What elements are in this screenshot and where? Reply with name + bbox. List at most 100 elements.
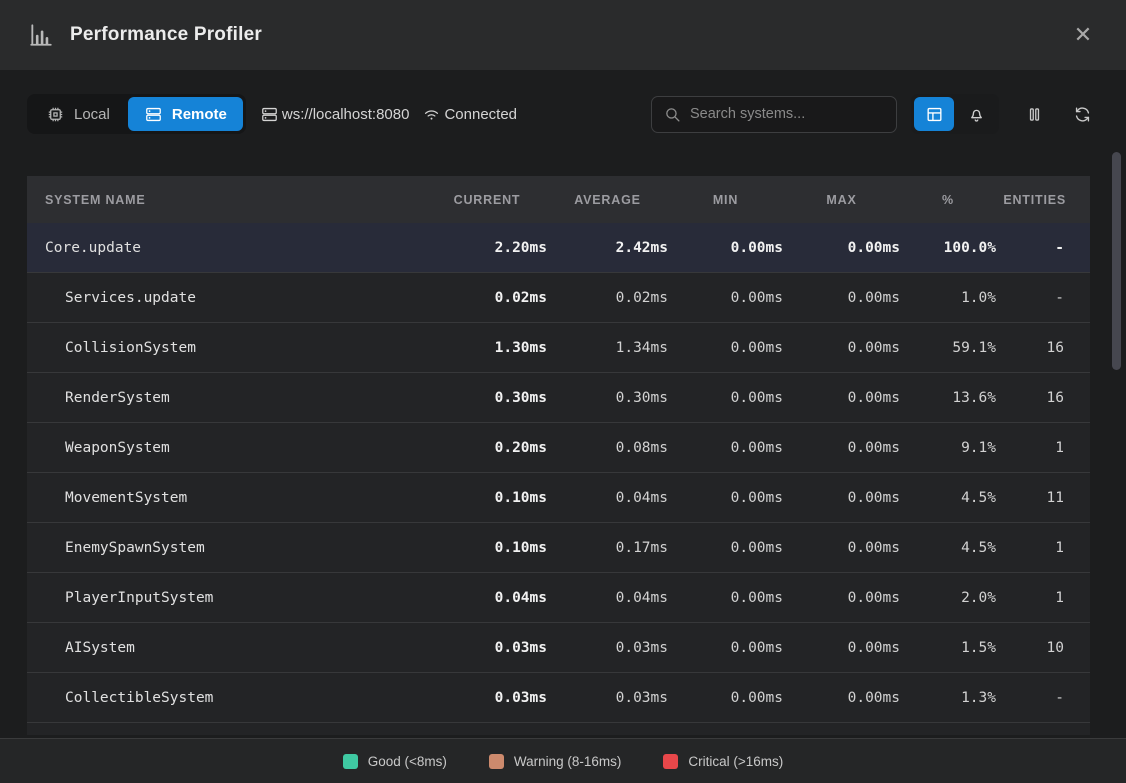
- search-input[interactable]: [690, 106, 884, 122]
- titlebar: Performance Profiler ✕: [0, 0, 1126, 70]
- legend-color-swatch: [663, 754, 678, 769]
- page-title: Performance Profiler: [70, 24, 262, 46]
- legend-footer: Good (<8ms) Warning (8-16ms) Critical (>…: [0, 738, 1126, 783]
- cell-percent: 59.1%: [900, 340, 996, 356]
- column-header-system-name[interactable]: SYSTEM NAME: [27, 193, 427, 207]
- cell-system-name: RenderSystem: [27, 390, 427, 406]
- table-row[interactable]: EnemySpawnSystem 0.10ms 0.17ms 0.00ms 0.…: [27, 523, 1090, 573]
- table-view-button[interactable]: [914, 97, 954, 131]
- vertical-scrollbar-thumb[interactable]: [1112, 152, 1121, 370]
- table-row[interactable]: RenderSystem 0.30ms 0.30ms 0.00ms 0.00ms…: [27, 373, 1090, 423]
- cell-average: 0.02ms: [547, 290, 668, 306]
- cell-max: 0.00ms: [783, 340, 900, 356]
- cell-max: 0.00ms: [783, 690, 900, 706]
- cell-percent: 100.0%: [900, 240, 996, 256]
- connection-status: Connected: [422, 105, 517, 124]
- table-row[interactable]: MovementSystem 0.10ms 0.04ms 0.00ms 0.00…: [27, 473, 1090, 523]
- remote-button[interactable]: Remote: [128, 97, 243, 131]
- legend-item: Warning (8-16ms): [489, 754, 622, 769]
- alerts-button[interactable]: [956, 97, 996, 131]
- cell-entities: 1: [996, 540, 1090, 556]
- pause-icon: [1025, 105, 1044, 124]
- cell-max: 0.00ms: [783, 290, 900, 306]
- local-button[interactable]: Local: [30, 97, 126, 131]
- search-box: [651, 96, 897, 133]
- cell-current: 0.02ms: [427, 290, 547, 306]
- cell-system-name: MovementSystem: [27, 490, 427, 506]
- cell-percent: 1.5%: [900, 640, 996, 656]
- cell-entities: -: [996, 290, 1090, 306]
- cell-percent: 13.6%: [900, 390, 996, 406]
- cell-percent: 9.1%: [900, 440, 996, 456]
- legend-label: Good (<8ms): [368, 754, 447, 769]
- cell-system-name: WeaponSystem: [27, 440, 427, 456]
- view-toggle-group: [911, 94, 999, 134]
- column-header-percent[interactable]: %: [900, 193, 996, 207]
- cell-average: 2.42ms: [547, 240, 668, 256]
- legend-item: Critical (>16ms): [663, 754, 783, 769]
- source-toggle-group: Local Remote: [27, 94, 246, 134]
- cpu-icon: [46, 105, 65, 124]
- cell-current: 1.30ms: [427, 340, 547, 356]
- cell-max: 0.00ms: [783, 440, 900, 456]
- cell-max: 0.00ms: [783, 640, 900, 656]
- search-icon: [664, 106, 681, 123]
- table-row[interactable]: CollisionSystem 1.30ms 1.34ms 0.00ms 0.0…: [27, 323, 1090, 373]
- cell-entities: 1: [996, 590, 1090, 606]
- column-header-max[interactable]: MAX: [783, 193, 900, 207]
- table-body: Core.update 2.20ms 2.42ms 0.00ms 0.00ms …: [27, 223, 1090, 723]
- pause-button[interactable]: [1017, 97, 1051, 131]
- cell-average: 1.34ms: [547, 340, 668, 356]
- cell-current: 2.20ms: [427, 240, 547, 256]
- cell-min: 0.00ms: [668, 640, 783, 656]
- table-header-row: SYSTEM NAME CURRENT AVERAGE MIN MAX % EN…: [27, 176, 1090, 223]
- cell-current: 0.10ms: [427, 540, 547, 556]
- cell-current: 0.03ms: [427, 640, 547, 656]
- cell-current: 0.04ms: [427, 590, 547, 606]
- cell-percent: 1.3%: [900, 690, 996, 706]
- column-header-average[interactable]: AVERAGE: [547, 193, 668, 207]
- cell-min: 0.00ms: [668, 240, 783, 256]
- table-row[interactable]: Services.update 0.02ms 0.02ms 0.00ms 0.0…: [27, 273, 1090, 323]
- cell-percent: 1.0%: [900, 290, 996, 306]
- cell-current: 0.10ms: [427, 490, 547, 506]
- cell-system-name: EnemySpawnSystem: [27, 540, 427, 556]
- cell-min: 0.00ms: [668, 390, 783, 406]
- cell-average: 0.17ms: [547, 540, 668, 556]
- cell-average: 0.08ms: [547, 440, 668, 456]
- table-clipped-row: [27, 723, 1090, 735]
- cell-entities: -: [996, 690, 1090, 706]
- column-header-current[interactable]: CURRENT: [427, 193, 547, 207]
- systems-table: SYSTEM NAME CURRENT AVERAGE MIN MAX % EN…: [27, 176, 1090, 738]
- column-header-entities[interactable]: ENTITIES: [996, 193, 1090, 207]
- cell-percent: 4.5%: [900, 540, 996, 556]
- table-row[interactable]: PlayerInputSystem 0.04ms 0.04ms 0.00ms 0…: [27, 573, 1090, 623]
- wifi-icon: [422, 105, 441, 124]
- table-icon: [925, 105, 944, 124]
- close-icon[interactable]: ✕: [1068, 20, 1098, 50]
- refresh-button[interactable]: [1065, 97, 1099, 131]
- cell-max: 0.00ms: [783, 490, 900, 506]
- server-icon: [144, 105, 163, 124]
- cell-current: 0.20ms: [427, 440, 547, 456]
- table-row[interactable]: AISystem 0.03ms 0.03ms 0.00ms 0.00ms 1.5…: [27, 623, 1090, 673]
- table-row[interactable]: WeaponSystem 0.20ms 0.08ms 0.00ms 0.00ms…: [27, 423, 1090, 473]
- cell-min: 0.00ms: [668, 490, 783, 506]
- table-row[interactable]: Core.update 2.20ms 2.42ms 0.00ms 0.00ms …: [27, 223, 1090, 273]
- legend-color-swatch: [343, 754, 358, 769]
- legend-label: Critical (>16ms): [688, 754, 783, 769]
- legend-label: Warning (8-16ms): [514, 754, 622, 769]
- cell-max: 0.00ms: [783, 540, 900, 556]
- table-row[interactable]: CollectibleSystem 0.03ms 0.03ms 0.00ms 0…: [27, 673, 1090, 723]
- refresh-icon: [1073, 105, 1092, 124]
- cell-min: 0.00ms: [668, 540, 783, 556]
- column-header-min[interactable]: MIN: [668, 193, 783, 207]
- cell-system-name: AISystem: [27, 640, 427, 656]
- cell-system-name: Services.update: [27, 290, 427, 306]
- toolbar: Local Remote ws://localhost:808: [27, 94, 1099, 134]
- cell-system-name: CollectibleSystem: [27, 690, 427, 706]
- cell-percent: 4.5%: [900, 490, 996, 506]
- connection-url-text: ws://localhost:8080: [282, 106, 410, 123]
- cell-system-name: PlayerInputSystem: [27, 590, 427, 606]
- bar-chart-icon: [28, 22, 54, 48]
